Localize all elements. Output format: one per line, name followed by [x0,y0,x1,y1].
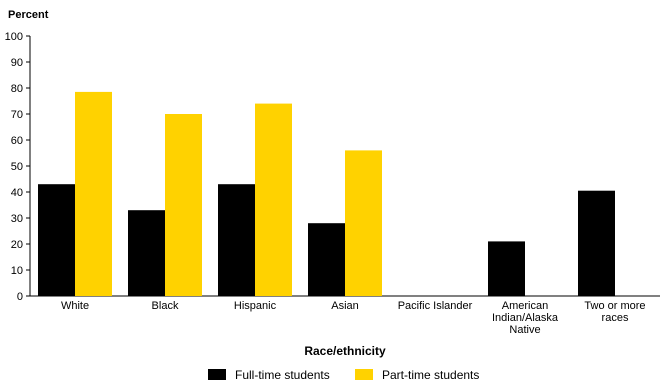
legend-label-full-time: Full-time students [235,368,330,382]
y-tick-label: 10 [11,265,23,277]
category-label: Hispanic [234,300,277,312]
category-label: Pacific Islander [398,300,473,312]
bar-part-time-2 [255,103,292,296]
y-tick-label: 50 [11,161,23,173]
category-label: White [61,300,89,312]
category-label: Asian [331,300,359,312]
y-tick-label: 80 [11,83,23,95]
legend-swatch-part-time [355,369,373,380]
y-tick-label: 90 [11,57,23,69]
category-label: Two or more [584,300,645,312]
bar-full-time-6 [578,190,615,296]
y-tick-label: 0 [17,291,23,303]
bar-full-time-0 [38,184,75,296]
bars-group [38,91,615,297]
y-tick-label: 70 [11,109,23,121]
category-label: races [602,312,629,324]
y-axis-title: Percent [8,9,49,21]
y-tick-label: 100 [5,31,23,43]
category-label: Black [152,300,179,312]
y-axis-ticks: 0 10 20 30 40 50 60 70 80 90 100 [5,31,30,303]
legend-label-part-time: Part-time students [382,368,479,382]
y-tick-label: 60 [11,135,23,147]
x-axis-title: Race/ethnicity [304,344,386,358]
category-label: Native [509,324,540,336]
bar-part-time-1 [165,114,202,296]
category-label: Indian/Alaska [492,312,559,324]
y-tick-label: 20 [11,239,23,251]
bar-full-time-1 [128,210,165,296]
y-tick-label: 40 [11,187,23,199]
category-labels: White Black Hispanic Asian Pacific Islander A… [61,300,646,336]
bar-part-time-3 [345,150,382,296]
legend-swatch-full-time [208,369,226,380]
bar-full-time-5 [488,241,525,296]
y-tick-label: 30 [11,213,23,225]
bar-full-time-3 [308,223,345,296]
category-label: American [502,300,548,312]
bar-full-time-2 [218,184,255,296]
bar-part-time-0 [75,91,112,297]
legend: Full-time students Part-time students [208,368,479,382]
